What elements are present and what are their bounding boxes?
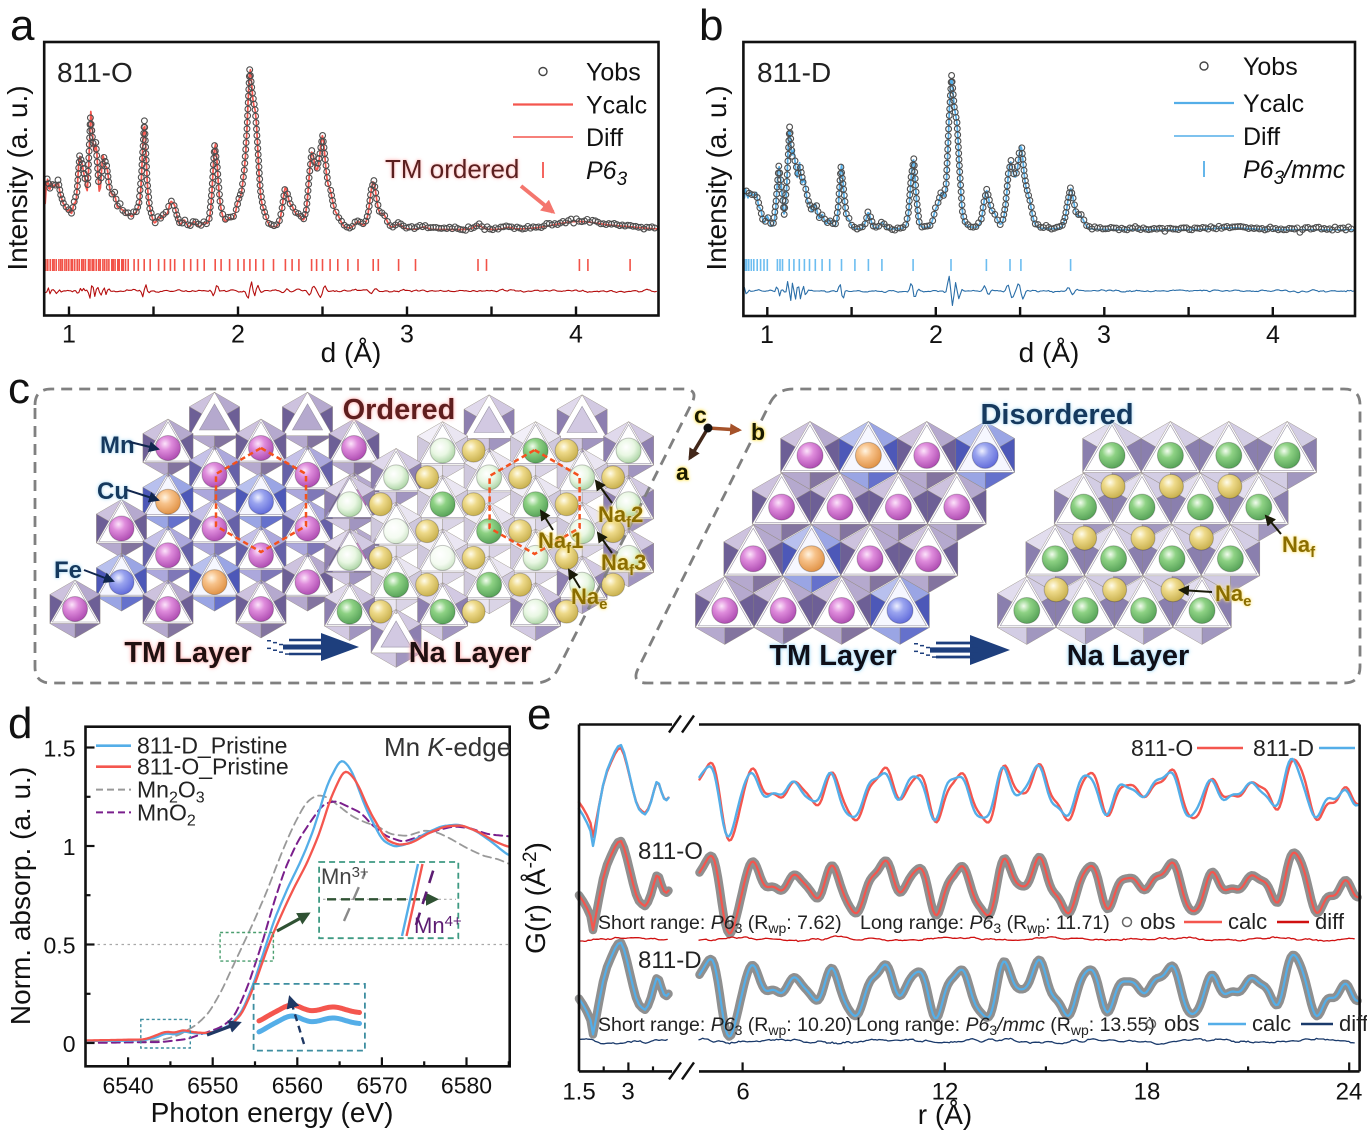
- svg-text:d (Å): d (Å): [1019, 337, 1080, 368]
- svg-text:Yobs: Yobs: [1243, 53, 1298, 81]
- svg-text:calc: calc: [1228, 909, 1267, 934]
- svg-text:6560: 6560: [272, 1072, 323, 1098]
- svg-text:2: 2: [231, 321, 245, 349]
- svg-text:3: 3: [1097, 321, 1111, 349]
- svg-text:P63: P63: [586, 157, 628, 190]
- svg-text:Cu: Cu: [97, 478, 129, 505]
- svg-text:b: b: [699, 1, 723, 50]
- svg-text:a: a: [676, 459, 689, 485]
- svg-text:0: 0: [63, 1031, 76, 1057]
- svg-text:2: 2: [929, 321, 943, 349]
- svg-text:Long range: P63 (Rwp: 11.71): Long range: P63 (Rwp: 11.71): [860, 912, 1110, 936]
- svg-text:18: 18: [1134, 1078, 1161, 1105]
- svg-text:calc: calc: [1252, 1011, 1291, 1036]
- svg-text:Naf3: Naf3: [601, 550, 646, 579]
- svg-text:Ordered: Ordered: [343, 394, 456, 426]
- svg-text:811-O: 811-O: [638, 838, 703, 865]
- svg-text:12: 12: [932, 1078, 959, 1105]
- svg-text:d (Å): d (Å): [321, 337, 382, 368]
- svg-text:Nae: Nae: [1215, 581, 1251, 610]
- svg-text:1: 1: [760, 321, 774, 349]
- svg-text:811-D: 811-D: [638, 947, 702, 974]
- svg-text:Diff: Diff: [1243, 123, 1280, 151]
- svg-text:Short range: P63 (Rwp: 7.62): Short range: P63 (Rwp: 7.62): [598, 912, 842, 936]
- svg-text:4: 4: [1266, 321, 1280, 349]
- svg-text:c: c: [694, 402, 707, 428]
- svg-text:811-D: 811-D: [1253, 735, 1314, 761]
- svg-text:6580: 6580: [441, 1072, 492, 1098]
- svg-text:6570: 6570: [356, 1072, 407, 1098]
- svg-text:6540: 6540: [103, 1072, 154, 1098]
- svg-text:b: b: [751, 419, 765, 445]
- svg-text:diff: diff: [1315, 909, 1345, 934]
- svg-text:3: 3: [400, 321, 414, 349]
- svg-text:Naf2: Naf2: [598, 502, 643, 531]
- svg-text:Ycalc: Ycalc: [586, 92, 647, 120]
- svg-text:TM ordered: TM ordered: [385, 154, 519, 184]
- svg-text:Fe: Fe: [54, 557, 82, 584]
- svg-text:diff: diff: [1339, 1011, 1367, 1036]
- svg-text:obs: obs: [1140, 909, 1175, 934]
- svg-text:obs: obs: [1164, 1011, 1199, 1036]
- svg-text:1.5: 1.5: [44, 736, 76, 762]
- svg-text:811-O: 811-O: [1131, 735, 1193, 761]
- svg-text:Norm. absorp. (a. u.): Norm. absorp. (a. u.): [5, 767, 36, 1025]
- svg-text:0.5: 0.5: [44, 933, 76, 959]
- svg-text:6: 6: [736, 1078, 749, 1105]
- svg-text:811-D_Pristine: 811-D_Pristine: [137, 733, 287, 759]
- svg-text:4: 4: [569, 321, 583, 349]
- svg-text:1.5: 1.5: [562, 1078, 595, 1105]
- svg-text:a: a: [10, 1, 35, 50]
- svg-text:Short range: P63 (Rwp: 10.20): Short range: P63 (Rwp: 10.20): [598, 1014, 852, 1038]
- svg-text:Intensity (a. u.): Intensity (a. u.): [701, 85, 732, 270]
- svg-text:6550: 6550: [187, 1072, 238, 1098]
- svg-text:Mn2O3: Mn2O3: [137, 777, 205, 807]
- svg-text:Photon energy (eV): Photon energy (eV): [151, 1097, 394, 1128]
- svg-text:Na Layer: Na Layer: [1067, 640, 1190, 672]
- svg-text:811-O_Pristine: 811-O_Pristine: [137, 754, 289, 780]
- svg-text:811-O: 811-O: [57, 57, 133, 88]
- svg-text:Mn K-edge: Mn K-edge: [384, 732, 511, 762]
- svg-text:e: e: [527, 690, 551, 739]
- svg-text:TM Layer: TM Layer: [124, 637, 251, 669]
- svg-text:Intensity (a. u.): Intensity (a. u.): [2, 85, 33, 270]
- svg-text:MnO2: MnO2: [137, 799, 196, 829]
- svg-text:24: 24: [1336, 1078, 1363, 1105]
- svg-text:1: 1: [62, 321, 76, 349]
- svg-text:Yobs: Yobs: [586, 59, 641, 87]
- svg-text:1: 1: [63, 834, 76, 860]
- svg-text:3: 3: [621, 1078, 634, 1105]
- svg-text:c: c: [8, 364, 30, 413]
- svg-text:r (Å): r (Å): [918, 1099, 972, 1130]
- svg-text:Diff: Diff: [586, 124, 623, 152]
- svg-text:Long range: P63/mmc (Rwp: 13.5: Long range: P63/mmc (Rwp: 13.55): [856, 1014, 1155, 1038]
- svg-text:P63/mmc: P63/mmc: [1243, 156, 1346, 189]
- svg-text:d: d: [8, 699, 32, 748]
- svg-text:811-D: 811-D: [757, 57, 831, 88]
- svg-text:Ycalc: Ycalc: [1243, 90, 1304, 118]
- svg-text:Naf1: Naf1: [538, 528, 583, 557]
- svg-text:Na Layer: Na Layer: [409, 637, 532, 669]
- svg-text:Disordered: Disordered: [980, 399, 1133, 431]
- svg-text:TM Layer: TM Layer: [769, 640, 896, 672]
- svg-text:Mn: Mn: [100, 432, 135, 459]
